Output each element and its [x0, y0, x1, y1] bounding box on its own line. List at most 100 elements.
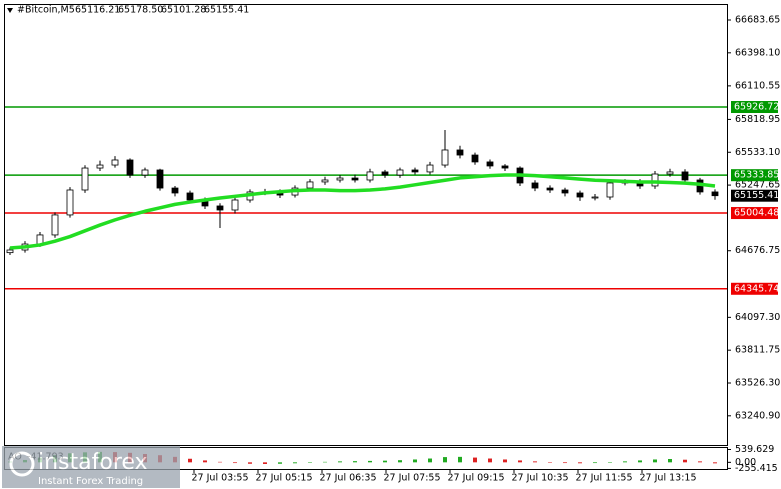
- candle-body: [111, 159, 119, 166]
- ao-bar: [668, 459, 672, 463]
- candle-body: [231, 199, 239, 211]
- header-price: 65178.50: [118, 5, 163, 16]
- ao-bar: [443, 457, 447, 463]
- y-tick-label: 65247.65: [735, 180, 780, 191]
- candle-body: [486, 161, 494, 167]
- ao-bar: [383, 460, 387, 463]
- x-tick-label: 27 Jul 06:35: [320, 473, 377, 484]
- current-price-label: 65155.41: [734, 190, 779, 201]
- ao-bar: [578, 462, 582, 464]
- candle-body: [441, 149, 449, 166]
- y-tick-label: 64097.30: [735, 312, 780, 323]
- level-label-bg: [731, 207, 778, 220]
- ao-bar: [503, 459, 507, 463]
- ao-bar: [548, 462, 552, 463]
- ao-bar: [473, 457, 477, 463]
- y-tick-label: 64676.75: [735, 245, 780, 256]
- y-tick-label: 63526.30: [735, 377, 780, 388]
- candle-body: [531, 182, 539, 189]
- symbol: #Bitcoin,M5: [17, 5, 75, 16]
- ao-bar: [233, 462, 237, 464]
- ao-bar: [203, 460, 207, 463]
- y-tick-label: 65533.10: [735, 147, 780, 158]
- x-tick-label: 27 Jul 11:55: [576, 473, 633, 484]
- candle-body: [321, 179, 329, 183]
- x-tick-label: 27 Jul 10:35: [512, 473, 569, 484]
- candle-body: [141, 169, 149, 176]
- level-label-bg: [731, 169, 778, 182]
- x-tick-label: 27 Jul 03:55: [192, 473, 249, 484]
- candle-body: [681, 171, 689, 181]
- ao-bar: [698, 461, 702, 463]
- current-price-bg: [731, 189, 778, 202]
- ao-bar: [623, 461, 627, 463]
- watermark-logo: [9, 451, 35, 477]
- ao-bar: [338, 461, 342, 463]
- ao-bar: [593, 462, 597, 464]
- ao-bar: [218, 461, 222, 463]
- y-tick-label: 66683.65: [735, 14, 780, 25]
- candle-body: [6, 249, 14, 254]
- candle-body: [546, 187, 554, 191]
- ao-bar: [278, 462, 282, 464]
- ao-bar: [518, 460, 522, 463]
- candle-body: [366, 171, 374, 181]
- candle-body: [186, 192, 194, 201]
- candle-body: [336, 177, 344, 181]
- ao-bar: [563, 462, 567, 464]
- candle-body: [411, 169, 419, 173]
- candle-body: [66, 189, 74, 216]
- y-tick-label: 66398.10: [735, 47, 780, 58]
- menu-arrow: [7, 8, 13, 13]
- ao-tick-label: 539.629: [735, 444, 774, 455]
- ao-bar: [188, 458, 192, 463]
- candle-body: [651, 173, 659, 187]
- ao-tick-label: 0,00: [735, 457, 756, 468]
- ao-tick-label: -255.415: [735, 463, 778, 474]
- ao-bar: [398, 460, 402, 463]
- ao-bar: [323, 461, 327, 463]
- candle-body: [126, 159, 134, 176]
- x-tick-label: 27 Jul 07:55: [384, 473, 441, 484]
- ao-bar: [428, 458, 432, 463]
- plot-frame: [4, 4, 728, 446]
- candle-body: [426, 164, 434, 173]
- y-tick-label: 63811.75: [735, 345, 780, 356]
- ao-bar: [638, 460, 642, 463]
- x-tick-label: 27 Jul 05:15: [256, 473, 313, 484]
- candle-body: [96, 164, 104, 169]
- level-label: 65004.48: [734, 208, 779, 219]
- ao-bar: [368, 460, 372, 463]
- ao-bar: [293, 462, 297, 464]
- ao-bar: [608, 462, 612, 463]
- level-label: 65333.85: [734, 170, 779, 181]
- ao-bar: [683, 459, 687, 463]
- candle-body: [51, 214, 59, 236]
- header-price: 65101.28: [161, 5, 206, 16]
- ao-bar: [308, 462, 312, 463]
- level-label: 65926.72: [734, 102, 779, 113]
- candle-body: [351, 177, 359, 181]
- watermark-tagline: Instant Forex Trading: [38, 476, 143, 487]
- candle-body: [576, 192, 584, 198]
- y-tick-label: 63240.90: [735, 410, 780, 421]
- y-tick-label: 65818.95: [735, 114, 780, 125]
- candle-body: [171, 187, 179, 194]
- header-price: 65155.41: [204, 5, 249, 16]
- ao-bar: [413, 459, 417, 463]
- candle-body: [306, 181, 314, 189]
- candle-body: [501, 165, 509, 169]
- candle-body: [381, 171, 389, 176]
- ao-bar: [533, 461, 537, 463]
- candle-body: [156, 169, 164, 189]
- ao-bar: [263, 462, 267, 464]
- watermark: instaforex Instant Forex Trading: [2, 446, 180, 488]
- ao-bar: [488, 458, 492, 463]
- candle-body: [396, 169, 404, 176]
- level-label-bg: [731, 101, 778, 114]
- candle-body: [81, 167, 89, 191]
- candle-body: [216, 205, 224, 211]
- candle-body: [711, 191, 719, 197]
